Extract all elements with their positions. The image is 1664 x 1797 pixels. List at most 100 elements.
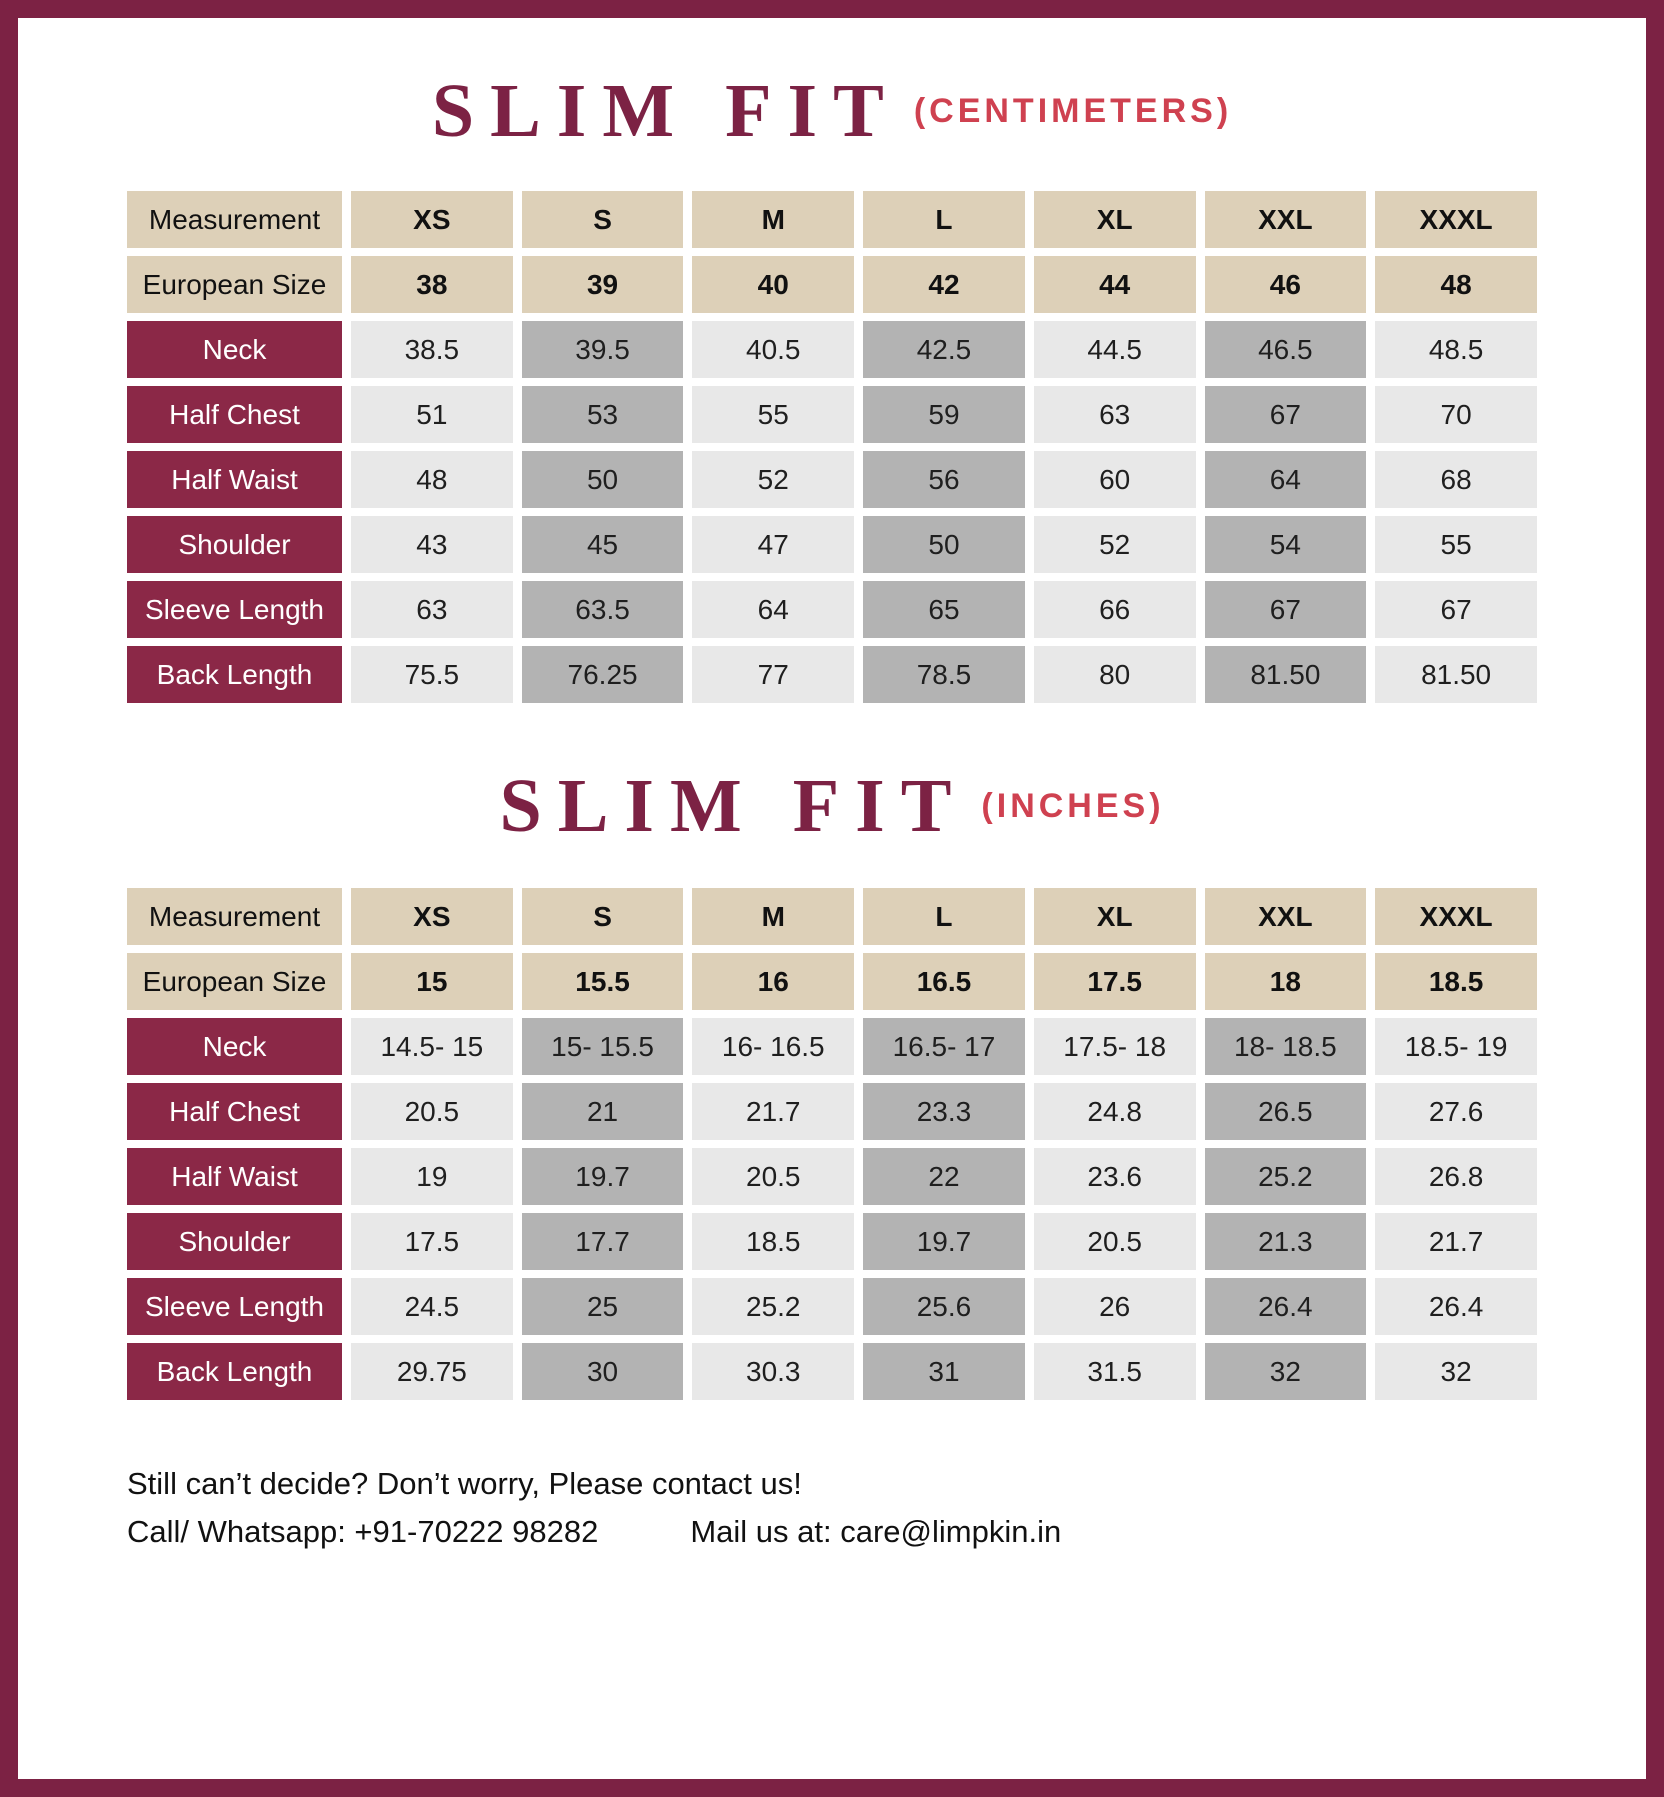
row-label: Back Length [127, 1343, 342, 1400]
value-cell: 30 [521, 1343, 684, 1400]
value-cell: 31 [863, 1343, 1025, 1400]
table-row: Sleeve Length 63 63.5 64 65 66 67 67 [127, 581, 1537, 638]
table-row: Shoulder 43 45 47 50 52 54 55 [127, 516, 1537, 573]
european-size-value: 46 [1204, 256, 1367, 313]
contact-footer: Still can’t decide? Don’t worry, Please … [127, 1460, 1546, 1556]
footer-call-whatsapp: Call/ Whatsapp: +91-70222 98282 [127, 1514, 599, 1550]
value-cell: 59 [863, 386, 1025, 443]
value-cell: 56 [863, 451, 1025, 508]
page-content: SLIM FIT (CENTIMETERS) Measurement XS S M L XL… [18, 68, 1646, 1556]
value-cell: 81.50 [1204, 646, 1367, 703]
value-cell: 45 [521, 516, 684, 573]
value-cell: 19.7 [521, 1148, 684, 1205]
value-cell: 20.5 [692, 1148, 855, 1205]
footer-contact-line: Call/ Whatsapp: +91-70222 98282 Mail us a… [127, 1508, 1546, 1556]
european-size-label-cell: European Size [127, 256, 342, 313]
value-cell: 25 [521, 1278, 684, 1335]
european-size-value: 15.5 [521, 953, 684, 1010]
value-cell: 21.3 [1204, 1213, 1367, 1270]
european-size-value: 17.5 [1033, 953, 1196, 1010]
value-cell: 50 [521, 451, 684, 508]
european-size-value: 38 [351, 256, 513, 313]
value-cell: 17.5- 18 [1033, 1018, 1196, 1075]
value-cell: 26.4 [1204, 1278, 1367, 1335]
value-cell: 26.8 [1375, 1148, 1537, 1205]
european-size-value: 39 [521, 256, 684, 313]
table-row: Neck 38.5 39.5 40.5 42.5 44.5 46.5 48.5 [127, 321, 1537, 378]
european-size-value: 44 [1033, 256, 1196, 313]
value-cell: 47 [692, 516, 855, 573]
value-cell: 19.7 [863, 1213, 1025, 1270]
size-header-xl: XL [1033, 888, 1196, 945]
table-row: Half Chest 51 53 55 59 63 67 70 [127, 386, 1537, 443]
unit-label-centimeters: (CENTIMETERS) [913, 92, 1233, 130]
value-cell: 54 [1204, 516, 1367, 573]
row-label: Back Length [127, 646, 342, 703]
european-size-value: 16 [692, 953, 855, 1010]
value-cell: 32 [1375, 1343, 1537, 1400]
value-cell: 26.5 [1204, 1083, 1367, 1140]
value-cell: 63 [351, 581, 513, 638]
value-cell: 55 [1375, 516, 1537, 573]
value-cell: 44.5 [1033, 321, 1196, 378]
size-header-xl: XL [1033, 191, 1196, 248]
value-cell: 63.5 [521, 581, 684, 638]
european-size-value: 48 [1375, 256, 1537, 313]
chart-title-inches: SLIM FIT (INCHES) [118, 763, 1546, 850]
size-header-s: S [521, 191, 684, 248]
size-header-l: L [863, 888, 1025, 945]
value-cell: 20.5 [351, 1083, 513, 1140]
footer-help-text: Still can’t decide? Don’t worry, Please … [127, 1466, 802, 1501]
value-cell: 39.5 [521, 321, 684, 378]
european-size-value: 15 [351, 953, 513, 1010]
table-row: Back Length 75.5 76.25 77 78.5 80 81.50 81.50 [127, 646, 1537, 703]
row-label: Neck [127, 321, 342, 378]
european-size-row: European Size 15 15.5 16 16.5 17.5 18 18.5 [127, 953, 1537, 1010]
value-cell: 32 [1204, 1343, 1367, 1400]
size-header-xxl: XXL [1204, 191, 1367, 248]
row-label: Half Waist [127, 1148, 342, 1205]
value-cell: 16.5- 17 [863, 1018, 1025, 1075]
value-cell: 65 [863, 581, 1025, 638]
size-header-xs: XS [351, 888, 513, 945]
value-cell: 67 [1204, 386, 1367, 443]
european-size-value: 18.5 [1375, 953, 1537, 1010]
value-cell: 48 [351, 451, 513, 508]
measurement-header-cell: Measurement [127, 888, 342, 945]
value-cell: 81.50 [1375, 646, 1537, 703]
european-size-value: 16.5 [863, 953, 1025, 1010]
value-cell: 14.5- 15 [351, 1018, 513, 1075]
row-label: Half Waist [127, 451, 342, 508]
value-cell: 24.8 [1033, 1083, 1196, 1140]
value-cell: 26 [1033, 1278, 1196, 1335]
footer-mail: Mail us at: care@limpkin.in [690, 1514, 1062, 1550]
row-label: Neck [127, 1018, 342, 1075]
size-header-m: M [692, 191, 855, 248]
value-cell: 60 [1033, 451, 1196, 508]
value-cell: 78.5 [863, 646, 1025, 703]
size-table: Measurement XS S M L XL XXL XXXL European Size 15… [118, 880, 1546, 1408]
measurement-header-cell: Measurement [127, 191, 342, 248]
row-label: Shoulder [127, 1213, 342, 1270]
table-row: Neck 14.5- 15 15- 15.5 16- 16.5 16.5- 17 17.5… [127, 1018, 1537, 1075]
value-cell: 48.5 [1375, 321, 1537, 378]
value-cell: 21.7 [692, 1083, 855, 1140]
value-cell: 30.3 [692, 1343, 855, 1400]
value-cell: 77 [692, 646, 855, 703]
value-cell: 31.5 [1033, 1343, 1196, 1400]
value-cell: 15- 15.5 [521, 1018, 684, 1075]
unit-label-inches: (INCHES) [981, 787, 1165, 825]
value-cell: 52 [1033, 516, 1196, 573]
value-cell: 70 [1375, 386, 1537, 443]
row-label: Half Chest [127, 1083, 342, 1140]
value-cell: 50 [863, 516, 1025, 573]
value-cell: 26.4 [1375, 1278, 1537, 1335]
table-row: Sleeve Length 24.5 25 25.2 25.6 26 26.4 26.4 [127, 1278, 1537, 1335]
value-cell: 25.2 [692, 1278, 855, 1335]
value-cell: 18- 18.5 [1204, 1018, 1367, 1075]
measurement-header-row: Measurement XS S M L XL XXL XXXL [127, 191, 1537, 248]
table-row: Back Length 29.75 30 30.3 31 31.5 32 32 [127, 1343, 1537, 1400]
size-table-centimeters-container: Measurement XS S M L XL XXL XXXL European Size 38… [118, 183, 1546, 711]
row-label: Half Chest [127, 386, 342, 443]
size-header-xxxl: XXXL [1375, 888, 1537, 945]
